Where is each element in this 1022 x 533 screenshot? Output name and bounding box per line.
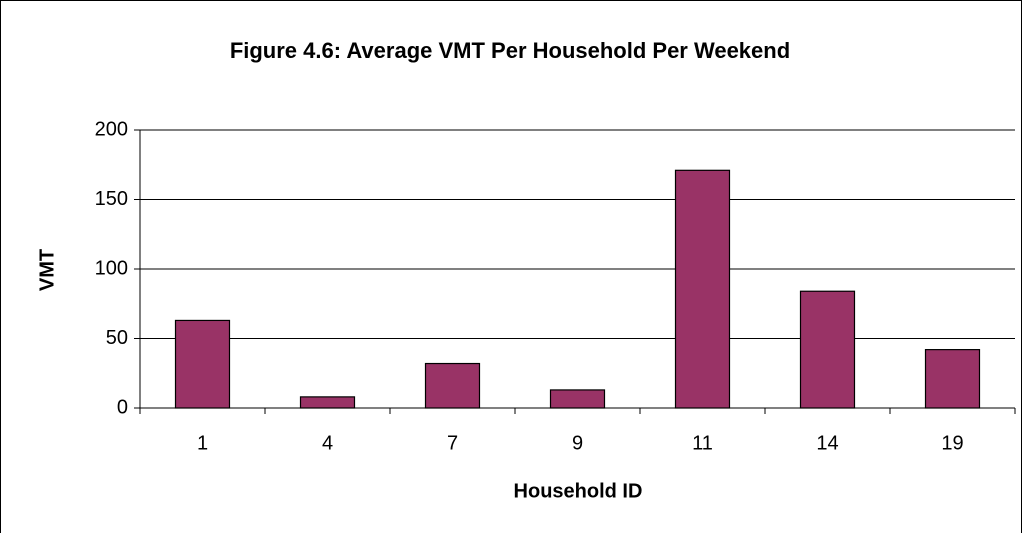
bar [799, 290, 856, 409]
x-tick-label: 1 [197, 432, 208, 454]
x-tick-label: 14 [816, 432, 838, 454]
x-tick-label: 7 [447, 432, 458, 454]
y-tick-label: 0 [117, 396, 128, 418]
y-tick-label: 200 [95, 118, 128, 140]
bar [424, 362, 481, 409]
y-tick-label: 50 [106, 327, 128, 349]
x-tick-label: 11 [692, 432, 713, 454]
bar [174, 319, 231, 409]
bar [549, 389, 606, 409]
x-tick-label: 9 [572, 432, 583, 454]
y-tick-label: 150 [95, 188, 128, 210]
x-tick-label: 19 [941, 432, 963, 454]
bar [674, 169, 731, 409]
bar [299, 396, 356, 409]
chart-title: Figure 4.6: Average VMT Per Household Pe… [230, 38, 790, 63]
y-axis-title: VMT [36, 249, 58, 291]
x-tick-label: 4 [322, 432, 333, 454]
x-axis-title: Household ID [514, 480, 643, 502]
y-tick-label: 100 [95, 257, 128, 279]
bar [924, 349, 981, 409]
